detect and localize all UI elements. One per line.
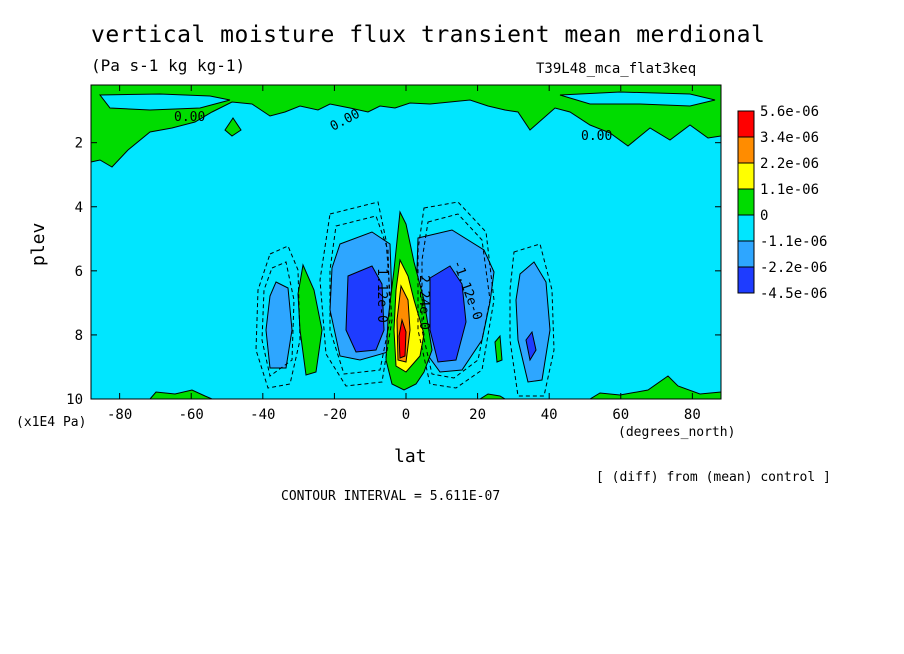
colorbar-swatch <box>737 266 755 294</box>
contour-label: 1.12e-0 <box>374 268 389 323</box>
colorbar-swatch <box>737 136 755 164</box>
dashed-contours <box>255 201 555 397</box>
y-tick-label: 4 <box>75 200 83 216</box>
south-minimum-core <box>345 265 385 353</box>
north-secondary-minimum <box>515 261 551 383</box>
contour-label: 0.00 <box>174 110 205 125</box>
dashed-south-mid <box>329 215 391 375</box>
colorbar-label: 2.2e-06 <box>760 156 819 172</box>
experiment-name: T39L48_mca_flat3keq <box>536 61 697 77</box>
bottom-patch-east <box>589 375 721 399</box>
small-green-spot <box>494 334 503 363</box>
x-tick-label: 60 <box>612 407 629 423</box>
upper-cyan-pocket <box>98 93 231 111</box>
x-tick-label: 40 <box>541 407 558 423</box>
x-axis-label: lat <box>394 446 427 467</box>
south-secondary-minimum <box>265 281 293 369</box>
dashed-south-secondary <box>255 245 301 389</box>
dashed-south-secondary-inner <box>261 261 295 377</box>
y-tick-label: 10 <box>66 392 83 408</box>
y-axis-ticks: 2 4 6 8 10 <box>66 136 721 408</box>
colorbar-swatch <box>737 110 755 138</box>
contour-label: 0.00 <box>581 129 612 144</box>
bottom-patch-mid <box>479 393 506 399</box>
x-axis-unit: (degrees_north) <box>618 425 736 440</box>
colorbar-label: -4.5e-06 <box>760 286 827 302</box>
colorbar-label: 5.6e-06 <box>760 104 819 120</box>
x-tick-label: 80 <box>684 407 701 423</box>
south-green-tongue <box>297 263 323 376</box>
x-tick-label: -40 <box>250 407 275 423</box>
colorbar-swatch <box>737 188 755 216</box>
colorbar-label: 1.1e-06 <box>760 182 819 198</box>
colorbar-label: -2.2e-06 <box>760 260 827 276</box>
colorbar-swatch <box>737 214 755 242</box>
diff-note: [ (diff) from (mean) control ] <box>596 470 831 485</box>
upper-small-patch <box>224 117 242 137</box>
x-tick-label: 0 <box>402 407 410 423</box>
x-axis-ticks: -80 -60 -40 -20 0 20 40 60 80 <box>107 85 701 423</box>
x-tick-label: -80 <box>107 407 132 423</box>
chart-units: (Pa s-1 kg kg-1) <box>91 56 246 75</box>
contour-label: 2.24e-0 <box>416 275 431 330</box>
x-tick-label: 20 <box>469 407 486 423</box>
bottom-patch-west <box>149 389 213 399</box>
colorbar-swatch <box>737 240 755 268</box>
y-tick-label: 2 <box>75 136 83 152</box>
dashed-north-mid <box>421 213 491 379</box>
colorbar-swatch <box>737 162 755 190</box>
dashed-north-secondary <box>509 243 555 397</box>
upper-cyan-pocket-2 <box>559 91 716 107</box>
chart-title: vertical moisture flux transient mean me… <box>91 22 766 48</box>
colorbar-label: 3.4e-06 <box>760 130 819 146</box>
colorbar-label: 0 <box>760 208 768 224</box>
dashed-south-outer <box>319 201 393 387</box>
north-minimum-core <box>429 265 467 363</box>
contour-fill-layer <box>91 85 721 399</box>
x-tick-label: -20 <box>322 407 347 423</box>
colorbar-label: -1.1e-06 <box>760 234 827 250</box>
x-tick-label: -60 <box>179 407 204 423</box>
contour-interval: CONTOUR INTERVAL = 5.611E-07 <box>281 489 501 504</box>
y-tick-label: 8 <box>75 328 83 344</box>
upper-positive-band <box>91 85 721 168</box>
y-axis-unit: (x1E4 Pa) <box>16 415 87 430</box>
equator-red <box>398 318 407 359</box>
y-tick-label: 6 <box>75 264 83 280</box>
north-secondary-core <box>525 330 537 362</box>
colorbar: 5.6e-06 3.4e-06 2.2e-06 1.1e-06 0 -1.1e-06 -2.… <box>737 104 827 302</box>
